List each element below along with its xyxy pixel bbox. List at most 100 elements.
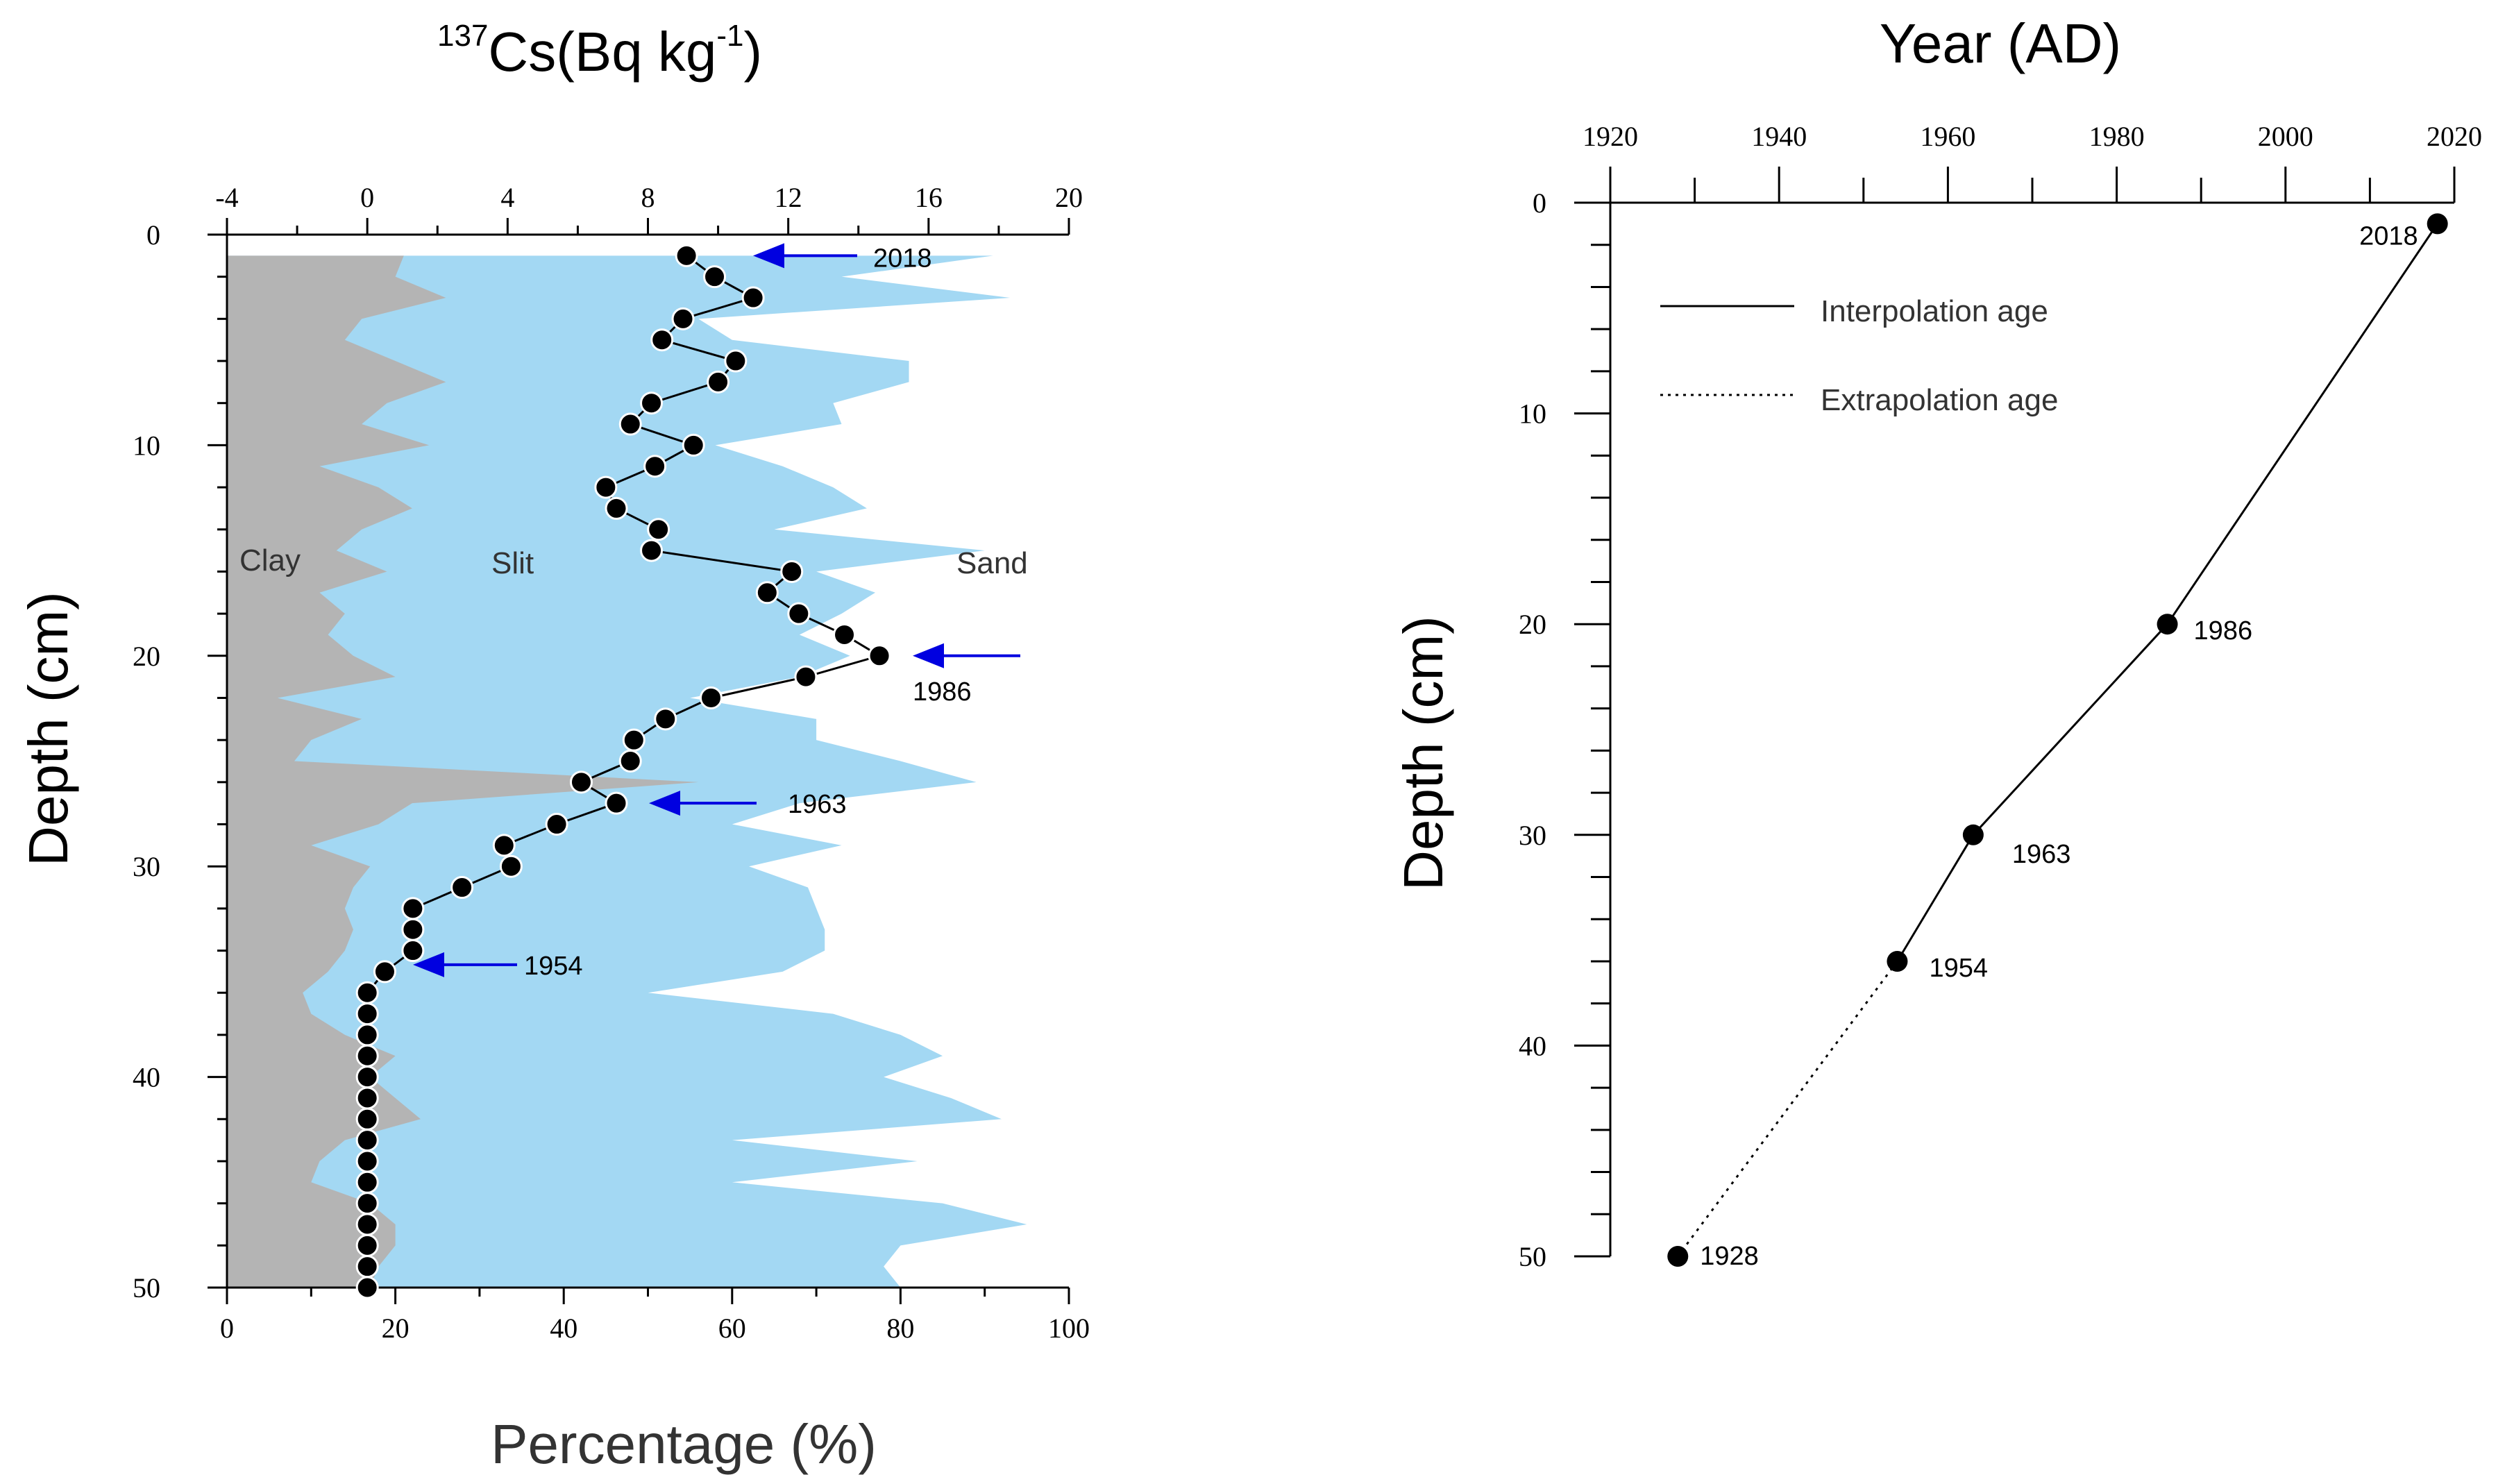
age-point-2018 <box>2427 213 2448 235</box>
cs137-point <box>355 1149 379 1173</box>
year-axis-tick-label: 1940 <box>1751 121 1807 152</box>
annotation-label-1954: 1954 <box>524 952 583 981</box>
left-y-tick-label: 0 <box>146 219 160 251</box>
legend: Interpolation age Extrapolation age <box>1660 294 2058 417</box>
left-title-close: ) <box>744 21 763 83</box>
age-point-1928 <box>1667 1246 1689 1267</box>
cs137-point <box>675 244 698 267</box>
left-y-tick-label: 10 <box>133 430 160 461</box>
interpolation-line <box>1896 223 2438 962</box>
cs137-point <box>640 539 664 562</box>
clay-area <box>227 255 699 1288</box>
bottom-axis-tick-label: 80 <box>886 1313 914 1344</box>
cs137-annotations: 2018 1986 1963 1954 <box>413 243 1020 981</box>
age-point-1986 <box>2157 614 2178 635</box>
left-y-tick-label: 40 <box>133 1062 160 1093</box>
cs137-point <box>640 391 664 415</box>
year-axis-tick-label: 1920 <box>1583 121 1638 152</box>
left-y-tick-label: 20 <box>133 641 160 672</box>
top-axis-tick-label: -4 <box>215 182 238 213</box>
age-label-1928: 1928 <box>1700 1242 1759 1271</box>
left-bottom-xlabel: Percentage (%) <box>491 1413 877 1475</box>
cs137-point <box>373 960 396 984</box>
cs137-point <box>703 265 727 289</box>
cs137-point <box>355 1276 379 1299</box>
bottom-axis-tick-label: 0 <box>220 1313 234 1344</box>
cs137-point <box>707 370 730 394</box>
right-y-tick-label: 30 <box>1519 820 1546 851</box>
cs137-point <box>650 328 674 352</box>
cs137-point <box>355 1086 379 1110</box>
left-chart-panel: -4 0 4 8 12 16 20 0 20 40 60 80 100 0 10 20 30 40 50 201… <box>0 0 1090 1484</box>
extrapolation-line <box>1677 961 1898 1257</box>
cs137-point <box>780 559 804 583</box>
cs137-point <box>499 854 523 878</box>
year-axis-tick-label: 1960 <box>1920 121 1975 152</box>
age-label-1954: 1954 <box>1929 954 1988 983</box>
cs137-point <box>355 1002 379 1026</box>
cs137-point <box>618 750 642 773</box>
legend-interpolation-label: Interpolation age <box>1821 294 2048 328</box>
cs137-point <box>647 518 670 541</box>
zone-label-clay: Clay <box>239 543 301 577</box>
annotation-label-1963: 1963 <box>788 790 847 819</box>
cs137-point <box>355 1192 379 1215</box>
top-axis-tick-label: 8 <box>641 182 655 213</box>
bottom-axis-tick-label: 100 <box>1048 1313 1090 1344</box>
age-label-1963: 1963 <box>2012 840 2071 869</box>
right-y-tick-label: 20 <box>1519 609 1546 640</box>
legend-extrapolation-label: Extrapolation age <box>1821 383 2058 417</box>
arrow-1954-head <box>413 952 444 977</box>
arrow-1963-head <box>649 791 680 816</box>
top-axis-tick-label: 12 <box>775 182 802 213</box>
age-label-1986: 1986 <box>2194 616 2253 646</box>
age-depth-series: 2018 1986 1963 1954 1928 <box>1667 213 2448 1271</box>
right-y-tick-label: 50 <box>1519 1241 1546 1272</box>
cs137-point <box>355 1044 379 1068</box>
cs137-point <box>622 728 646 752</box>
cs137-point <box>355 1129 379 1152</box>
cs137-point <box>545 813 568 836</box>
top-axis-tick-label: 0 <box>360 182 374 213</box>
cs137-point <box>355 1255 379 1279</box>
cs137-point <box>605 791 628 815</box>
cs137-point <box>654 707 677 731</box>
cs137-point <box>741 286 765 310</box>
year-axis-tick-label: 2000 <box>2258 121 2313 152</box>
cs137-point <box>401 918 425 941</box>
cs137-point <box>492 834 516 857</box>
cs137-point <box>355 981 379 1004</box>
year-axis-tick-label: 1980 <box>2089 121 2145 152</box>
cs137-point <box>401 939 425 963</box>
right-y-tick-label: 40 <box>1519 1030 1546 1061</box>
bottom-axis-tick-label: 20 <box>382 1313 410 1344</box>
year-axis-tick-label: 2020 <box>2427 121 2482 152</box>
right-title: Year (AD) <box>1880 12 2121 74</box>
year-top-axis: 1920 1940 1960 1980 2000 2020 <box>1583 121 2482 204</box>
bottom-axis-tick-label: 40 <box>550 1313 577 1344</box>
age-point-1963 <box>1962 824 1984 845</box>
left-title-main: Cs(Bq kg <box>488 21 716 83</box>
cs137-series <box>355 244 891 1299</box>
cs137-point <box>643 455 667 478</box>
cs137-point <box>724 349 748 373</box>
right-y-tick-label: 10 <box>1519 398 1546 430</box>
right-ylabel: Depth (cm) <box>1392 616 1454 891</box>
zone-label-sand: Sand <box>956 546 1028 580</box>
cs137-point <box>868 644 891 668</box>
arrow-2018-head <box>753 243 784 269</box>
right-depth-axis: 0 10 20 30 40 50 <box>1519 187 1612 1272</box>
cs137-point <box>755 581 779 605</box>
top-axis-tick-label: 4 <box>500 182 514 213</box>
zone-label-slit: Slit <box>491 546 534 580</box>
age-label-2018: 2018 <box>2359 221 2418 251</box>
cs137-point <box>355 1233 379 1257</box>
cs137-point <box>833 623 857 646</box>
cs137-point <box>355 1065 379 1089</box>
left-y-tick-label: 50 <box>133 1272 160 1304</box>
bottom-axis-tick-label: 60 <box>718 1313 746 1344</box>
cs137-point <box>794 665 818 689</box>
cs137-point <box>450 876 474 900</box>
cs137-point <box>355 1107 379 1131</box>
